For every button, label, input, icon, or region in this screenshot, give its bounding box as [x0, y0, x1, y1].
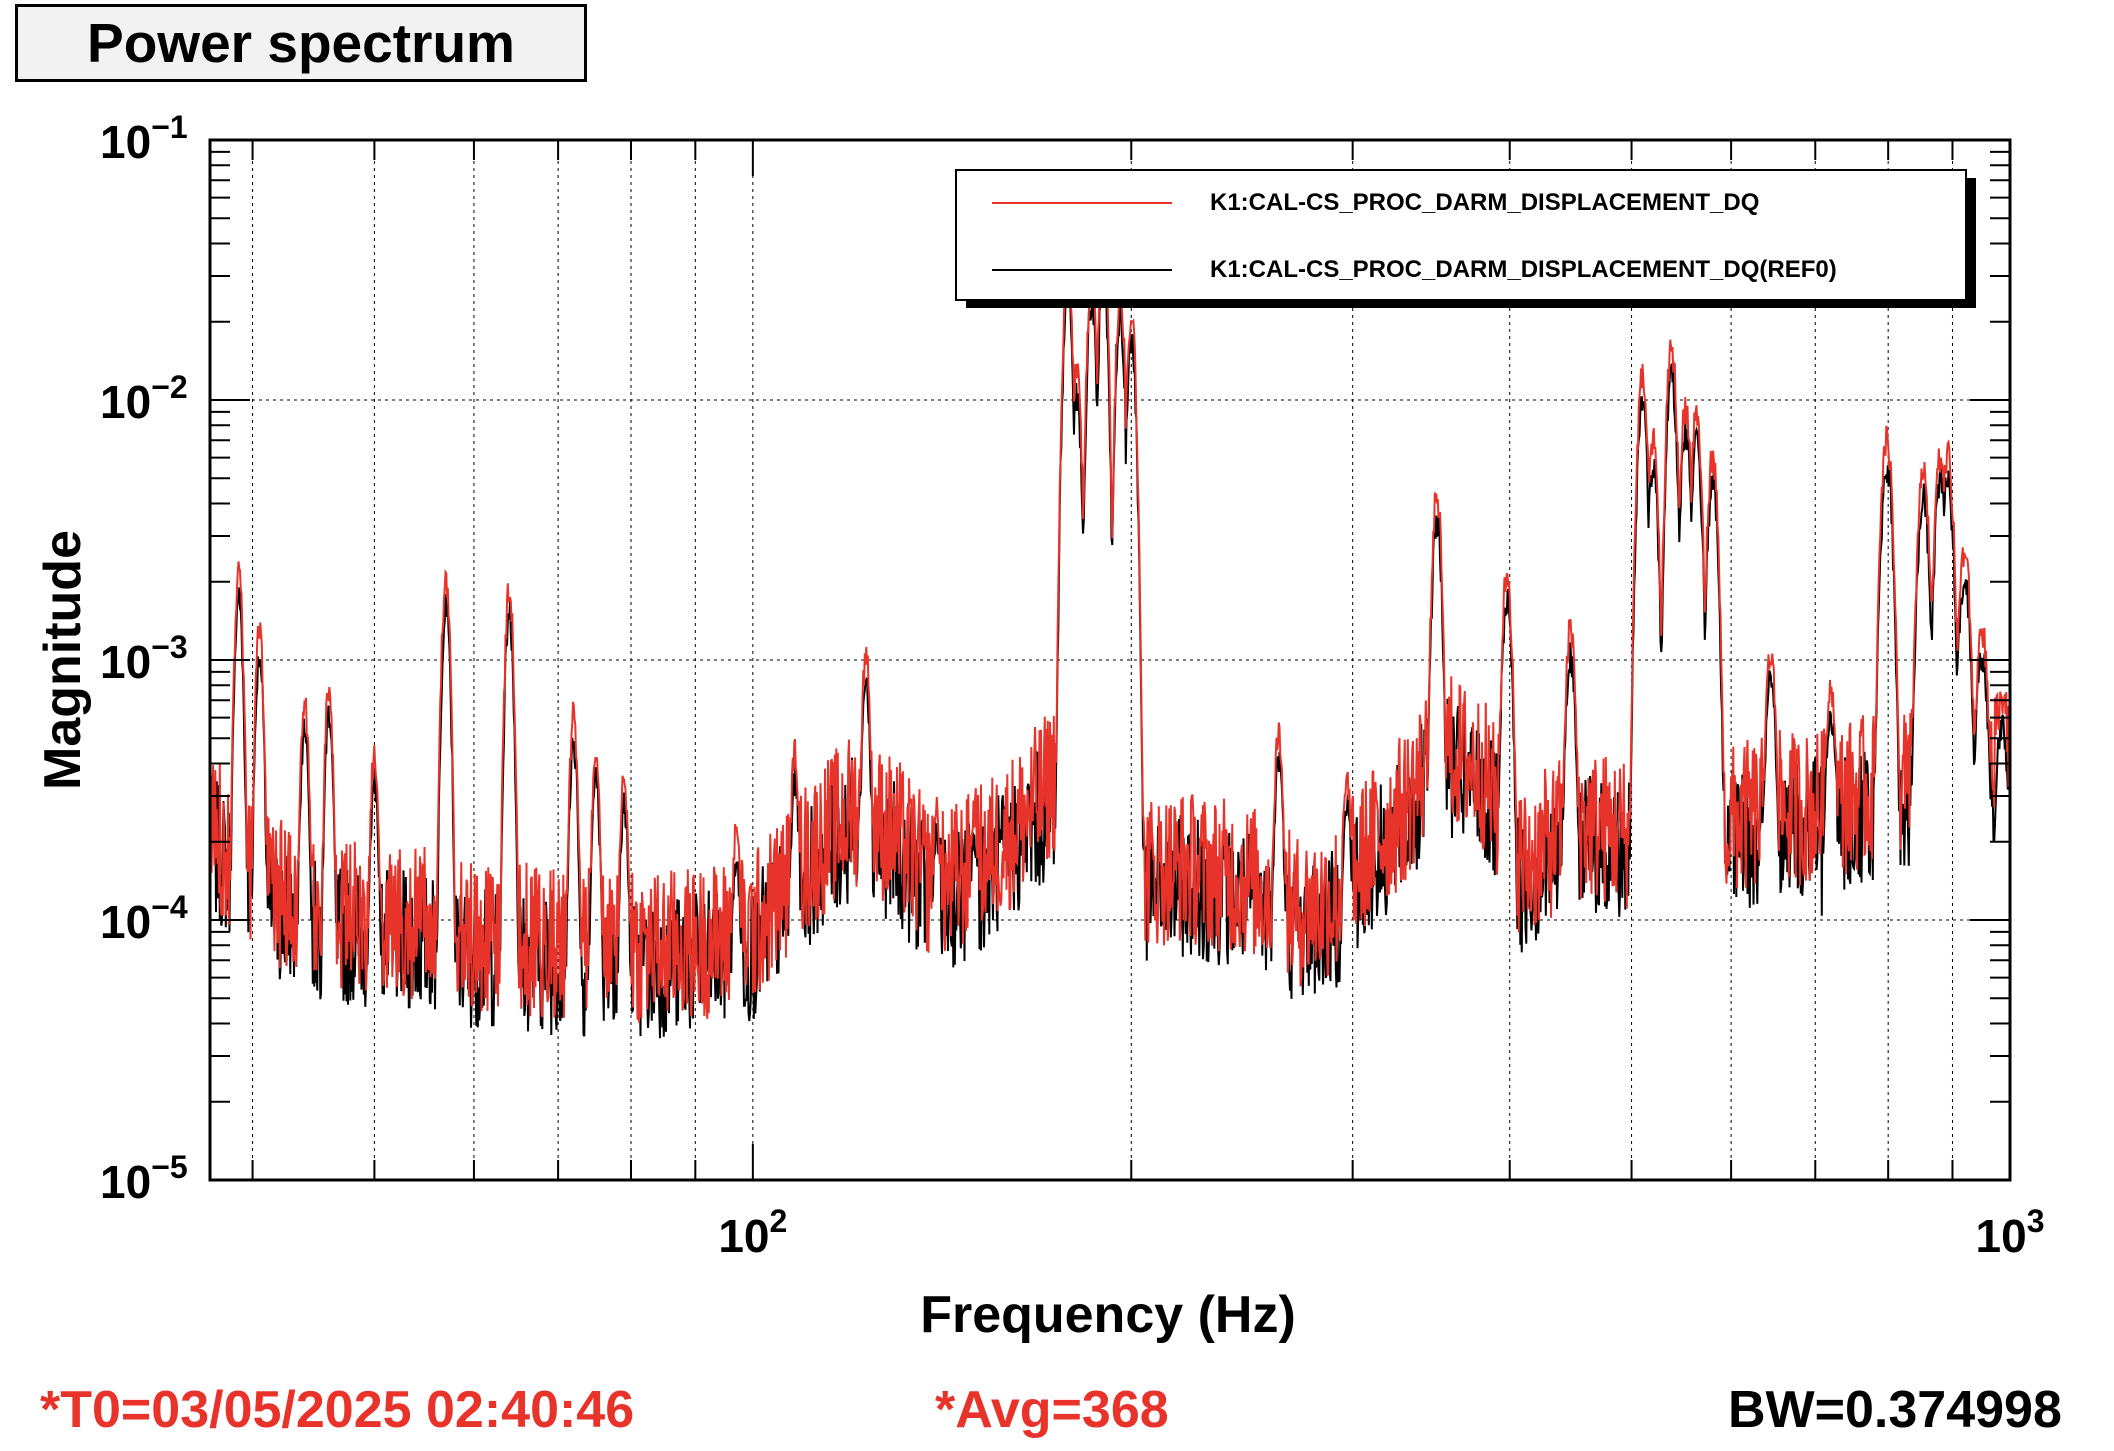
series-live [209, 238, 2011, 1023]
y-axis-label: Magnitude [34, 530, 92, 790]
footer-t0: *T0=03/05/2025 02:40:46 [40, 1381, 635, 1439]
chart-title: Power spectrum [87, 12, 515, 74]
x-tick-label: 103 [1976, 1203, 2045, 1262]
footer-avg: *Avg=368 [935, 1381, 1169, 1439]
legend: K1:CAL-CS_PROC_DARM_DISPLACEMENT_DQ K1:C… [955, 169, 1976, 308]
y-tick-label: 10−2 [100, 369, 188, 428]
y-tick-label: 10−4 [100, 889, 188, 948]
legend-entry-live: K1:CAL-CS_PROC_DARM_DISPLACEMENT_DQ [1210, 189, 1759, 216]
x-tick-label: 102 [718, 1203, 787, 1262]
legend-entry-ref: K1:CAL-CS_PROC_DARM_DISPLACEMENT_DQ(REF0… [1210, 256, 1837, 283]
footer-bw: BW=0.374998 [1728, 1381, 2062, 1439]
chart-title-box: Power spectrum [15, 4, 587, 82]
x-axis-label: Frequency (Hz) [920, 1286, 1296, 1344]
series-live-line [209, 238, 2011, 1023]
axis-ticks [210, 139, 2011, 1181]
axis-tick-labels: 102 103 10−1 10−2 10−3 10−4 10−5 [100, 109, 2044, 1262]
y-tick-label: 10−5 [100, 1149, 188, 1208]
y-tick-label: 10−3 [100, 629, 188, 688]
y-tick-label: 10−1 [100, 109, 188, 168]
legend-box [955, 169, 1967, 301]
